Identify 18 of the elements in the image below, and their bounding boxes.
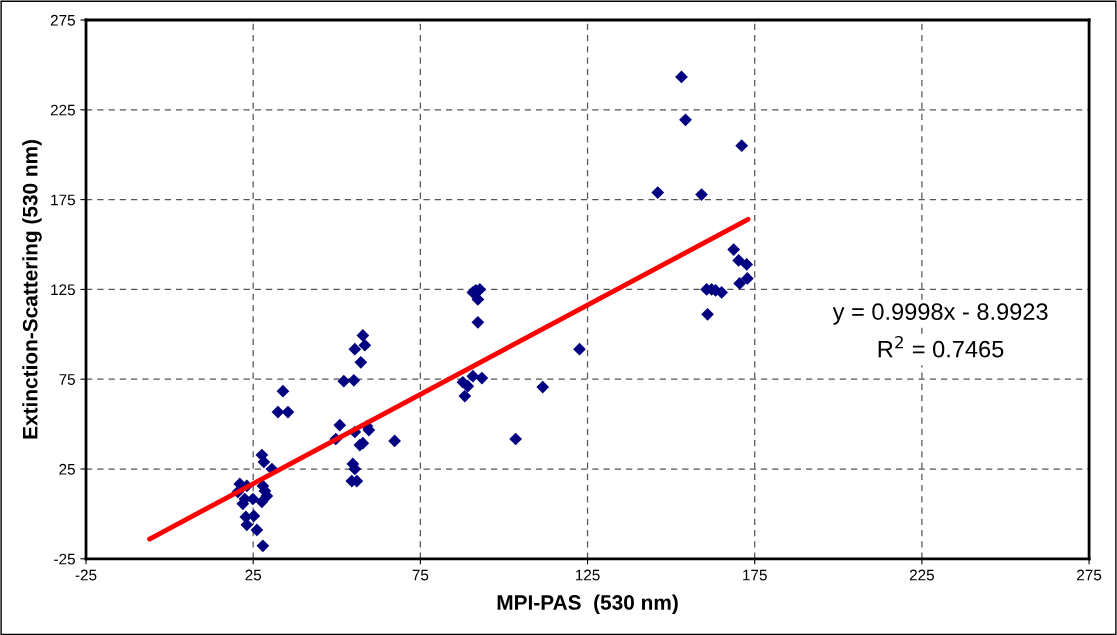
y-axis-title: Extinction-Scattering (530 nm) [22, 139, 42, 439]
y-tick-label: 225 [50, 104, 75, 116]
x-tick-label: 75 [412, 569, 429, 581]
y-tick-label: 25 [59, 463, 75, 475]
x-tick-label: 225 [909, 569, 934, 581]
y-tick-label: 125 [51, 284, 75, 296]
x-tick-label: 25 [245, 569, 262, 581]
y-tick-label: -25 [54, 553, 75, 565]
x-axis-title: MPI-PAS (530 nm) [497, 594, 678, 614]
y-tick-label: 175 [51, 194, 75, 206]
x-tick-label: 175 [743, 569, 767, 581]
x-tick-label: 125 [575, 569, 600, 581]
y-tick-label: 275 [50, 14, 75, 26]
x-tick-label: 275 [1077, 569, 1102, 581]
x-tick-label: -25 [75, 569, 97, 581]
annotation: y = 0.9998x - 8.9923 [832, 303, 1048, 325]
annotation: R$^{2}$ = 0.7465 [878, 335, 1004, 358]
y-tick-label: 75 [59, 374, 75, 385]
